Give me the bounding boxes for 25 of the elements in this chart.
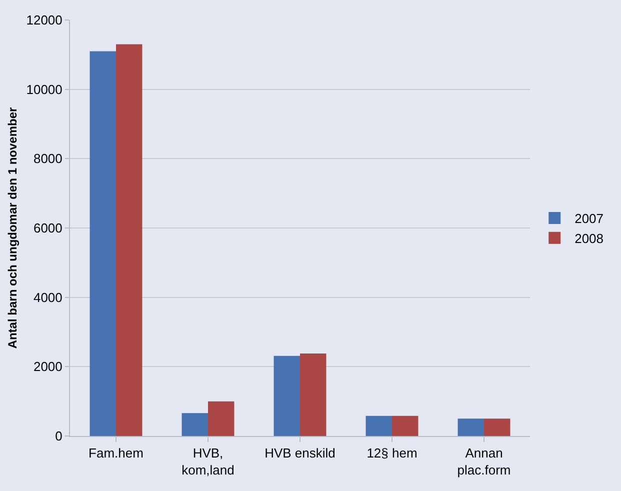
bar [300, 353, 326, 436]
bar [208, 401, 234, 436]
x-tick-label: HVB enskild [264, 446, 336, 461]
y-tick-label: 10000 [26, 82, 62, 97]
bar [182, 413, 208, 436]
bar [458, 418, 484, 436]
x-tick-label: HVB, kom,land [182, 446, 234, 478]
bar [90, 51, 116, 436]
x-tick-label: Fam.hem [88, 446, 144, 461]
bar [392, 416, 418, 436]
y-tick-label: 8000 [33, 151, 62, 166]
bar [484, 418, 510, 436]
y-tick-label: 2000 [33, 359, 62, 374]
y-axis-title: Antal barn och ungdomar den 1 november [6, 106, 20, 349]
x-tick-label: 12§ hem [366, 446, 418, 461]
y-tick-label: 0 [55, 428, 62, 444]
y-tick-label: 6000 [33, 220, 62, 236]
x-tick-label: Annan plac.form [457, 446, 511, 478]
y-tick-label: 4000 [33, 290, 62, 305]
legend-label: 2008 [574, 230, 604, 246]
bar [116, 44, 142, 436]
y-tick-label: 12000 [26, 12, 62, 28]
bar [366, 416, 392, 436]
legend-label: 2007 [574, 211, 604, 226]
bar [274, 356, 300, 436]
